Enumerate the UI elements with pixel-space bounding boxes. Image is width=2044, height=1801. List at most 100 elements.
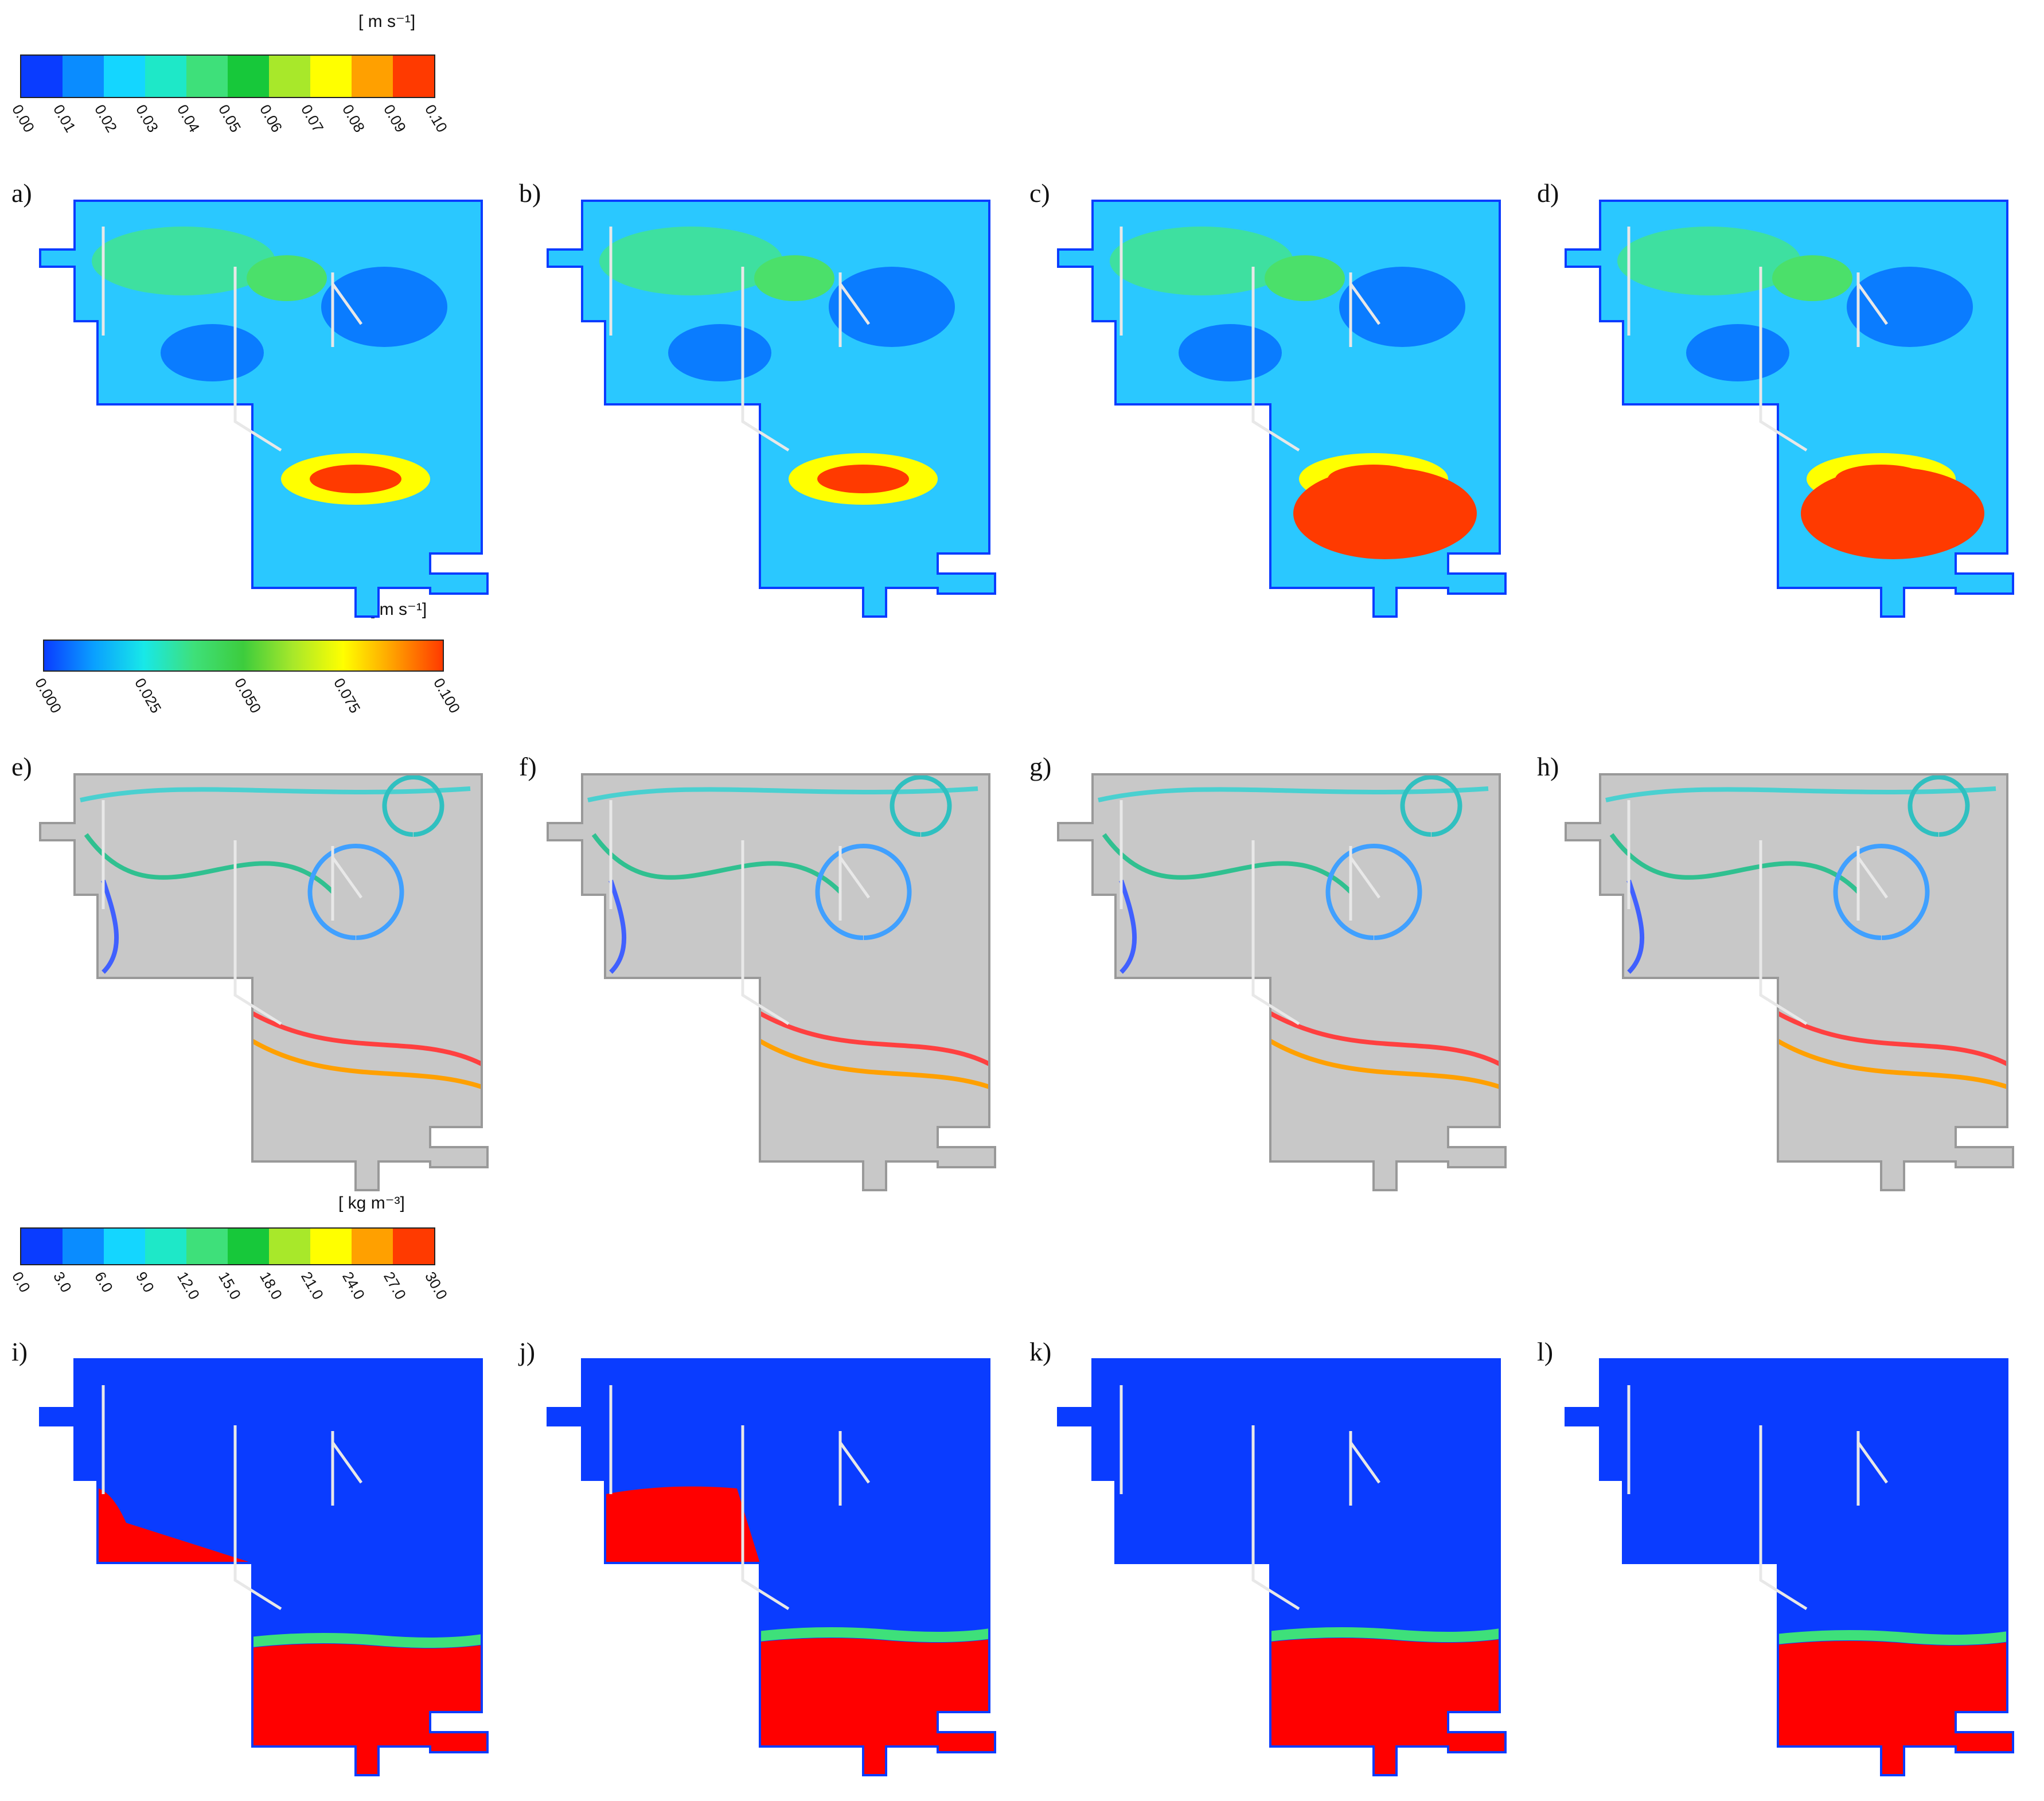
angled-baffle [331, 1441, 363, 1484]
streamline [1098, 786, 1489, 802]
legend-tick-label: 0.10 [422, 102, 451, 135]
diagonal-baffle [233, 840, 282, 1026]
legend-tick-label: 12.0 [174, 1269, 204, 1303]
velocity-contour-region [1801, 467, 1984, 559]
panel-h: h) [1537, 751, 2019, 1216]
velocity-contour-region [1110, 227, 1293, 295]
tank-outline [39, 773, 489, 1191]
legend-tick-label: 0.100 [430, 675, 464, 716]
tank-outline [39, 1358, 489, 1776]
tank-outline [547, 1358, 996, 1776]
streamline [1269, 1039, 1501, 1089]
legend-tick-label: 0.08 [339, 102, 369, 135]
legend-swatch [186, 56, 228, 97]
velocity-contour-region [1293, 467, 1477, 559]
panel-label: b) [519, 178, 541, 208]
legend-tick-label: 0.07 [298, 102, 327, 135]
streamline-legend-bar [43, 640, 444, 672]
panel-label: k) [1029, 1337, 1052, 1366]
streamline [1626, 879, 1645, 974]
tank-outline [1057, 773, 1507, 1191]
streamline [608, 879, 627, 974]
streamline [1102, 833, 1352, 894]
legend-swatch [228, 56, 269, 97]
diagonal-baffle [1251, 840, 1300, 1026]
streamline [84, 833, 334, 894]
tank-outline [1057, 1358, 1507, 1776]
tank-outline [39, 200, 489, 618]
panel-label: f) [519, 752, 537, 781]
panel-label: i) [11, 1337, 28, 1366]
panel-label: e) [11, 752, 32, 781]
panel-label: g) [1029, 752, 1052, 781]
velocity-legend-unit: [ m s⁻¹] [358, 12, 416, 31]
diagonal-baffle [1251, 1425, 1300, 1611]
streamline [80, 786, 471, 802]
panel-k: k) [1029, 1336, 1511, 1801]
streamline-field-plot [39, 773, 489, 1191]
angled-baffle [1856, 856, 1889, 899]
velocity-contour-region [1772, 255, 1852, 301]
tank-outline [1565, 200, 2014, 618]
panel-c: c) [1029, 178, 1511, 642]
legend-tick-label: 0.075 [330, 675, 364, 716]
legend-swatch [145, 56, 186, 97]
velocity-contour-region [599, 227, 783, 295]
angled-baffle [1349, 1441, 1381, 1484]
streamline [382, 775, 444, 837]
diagonal-baffle [741, 267, 790, 452]
transition-band [1258, 1627, 1505, 1643]
legend-tick-label: 18.0 [256, 1269, 286, 1303]
legend-tick-label: 0.09 [380, 102, 410, 135]
panel-e: e) [11, 751, 493, 1216]
streamline-legend: [ m s⁻¹] 0.000 0.025 0.050 0.075 0.100 [32, 599, 464, 726]
velocity-legend-bar [20, 54, 435, 98]
velocity-contour-region [310, 465, 401, 493]
legend-swatch [104, 1229, 145, 1264]
diagonal-baffle [741, 840, 790, 1026]
transition-band [240, 1632, 487, 1648]
streamline [1777, 1039, 2008, 1089]
tank-outline [1057, 200, 1507, 618]
velocity-legend: [ m s⁻¹] 0.00 0.01 0.02 0.03 0.04 0.05 0.06 0.0… [9, 11, 451, 149]
streamline [1605, 786, 1996, 802]
velocity-field-plot [1565, 200, 2014, 618]
velocity-contour-region [1847, 267, 1973, 347]
streamline-field-plot [1565, 773, 2014, 1191]
streamline [591, 833, 842, 894]
legend-swatch [352, 1229, 393, 1264]
streamline [251, 1039, 483, 1089]
density-field-plot [1565, 1358, 2014, 1776]
legend-swatch [21, 1229, 63, 1264]
legend-tick-label: 9.0 [132, 1269, 158, 1296]
panel-l: l) [1537, 1336, 2019, 1801]
legend-swatch [393, 56, 434, 97]
diagonal-baffle [1759, 840, 1808, 1026]
legend-swatch [63, 1229, 104, 1264]
density-legend-bar [20, 1227, 435, 1265]
legend-swatch [269, 56, 310, 97]
velocity-contour-region [668, 324, 771, 381]
angled-baffle [1349, 283, 1381, 325]
transition-band [747, 1627, 995, 1643]
legend-swatch [63, 56, 104, 97]
legend-swatch [104, 56, 145, 97]
panel-label: l) [1537, 1337, 1554, 1366]
streamline [307, 844, 404, 940]
streamline [815, 844, 912, 940]
panel-label: d) [1537, 178, 1559, 208]
legend-swatch [228, 1229, 269, 1264]
streamline [890, 775, 952, 837]
velocity-contour-region [1179, 324, 1282, 381]
streamline [587, 786, 978, 802]
legend-tick-label: 3.0 [50, 1269, 76, 1296]
velocity-contour-region [321, 267, 447, 347]
legend-tick-label: 30.0 [422, 1269, 451, 1303]
legend-tick-label: 0.01 [50, 102, 80, 135]
panel-f: f) [519, 751, 1001, 1216]
legend-tick-label: 0.05 [215, 102, 245, 135]
legend-swatch [145, 1229, 186, 1264]
velocity-field-plot [1057, 200, 1507, 618]
streamline [1908, 775, 1970, 837]
panel-label: h) [1537, 752, 1559, 781]
